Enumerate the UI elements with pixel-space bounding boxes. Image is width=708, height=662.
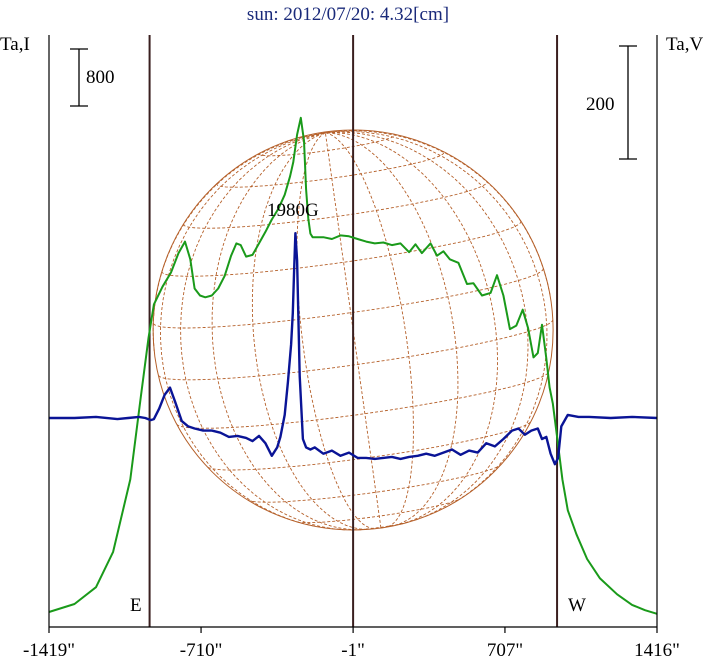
longitude-line: [296, 132, 374, 530]
annotation-1980g: 1980G: [267, 200, 319, 221]
longitude-line: [325, 132, 498, 525]
latitude-line: [207, 421, 531, 471]
x-axis-ticks: -1419" -710" -1" 707" 1416": [23, 627, 680, 661]
left-scale-bar: 800: [70, 48, 115, 107]
longitude-line: [325, 130, 551, 296]
left-scale-bar-label: 800: [86, 67, 115, 88]
latitude-line: [153, 268, 544, 329]
longitude-line: [325, 132, 414, 528]
longitude-line: [251, 132, 368, 530]
west-limb-label: W: [568, 595, 586, 616]
latitude-line: [247, 464, 502, 503]
intensity-curve: [48, 116, 658, 615]
polarization-curve: [49, 231, 658, 466]
left-axis-label: Ta,I: [0, 34, 30, 55]
x-tick-label: 1416": [634, 640, 680, 661]
x-tick-label: -710": [180, 640, 223, 661]
longitude-line: [211, 132, 362, 531]
latitude-line: [176, 371, 550, 429]
right-scale-bar-label: 200: [586, 94, 615, 115]
longitude-line: [325, 131, 529, 521]
longitude-line: [325, 132, 459, 526]
right-scale-bar: 200: [586, 45, 637, 160]
longitude-line: [180, 132, 345, 531]
latitude-line: [183, 181, 488, 229]
latitude-line: [158, 319, 554, 381]
x-tick-label: -1": [341, 640, 365, 661]
x-tick-label: 707": [487, 640, 523, 661]
east-limb-label: E: [130, 595, 142, 616]
data-curves: [48, 116, 658, 615]
limb-markers: [148, 35, 559, 627]
right-axis-label: Ta,V: [666, 34, 703, 55]
chart-title: sun: 2012/07/20: 4.32[cm]: [247, 4, 449, 25]
solar-disk-grid: [152, 129, 554, 531]
x-tick-label: -1419": [23, 640, 75, 661]
